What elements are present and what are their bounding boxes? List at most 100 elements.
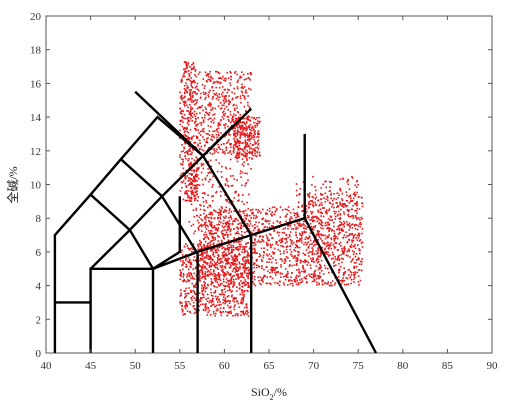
scatter-point [202, 201, 205, 203]
scatter-point [193, 297, 195, 299]
scatter-point [225, 134, 227, 136]
scatter-point [240, 310, 242, 313]
scatter-point [200, 241, 202, 243]
scatter-point [283, 250, 285, 253]
scatter-point [341, 198, 343, 200]
scatter-point [218, 246, 221, 248]
scatter-point [282, 282, 285, 284]
scatter-point [293, 264, 296, 266]
scatter-point [186, 66, 188, 68]
scatter-point [312, 245, 315, 248]
scatter-point [221, 289, 224, 291]
scatter-point [217, 254, 219, 257]
scatter-point [188, 173, 191, 175]
scatter-point [247, 284, 250, 287]
scatter-point [266, 261, 268, 263]
scatter-point [261, 267, 263, 270]
scatter-point [313, 272, 316, 275]
scatter-point [224, 257, 227, 260]
scatter-point [289, 225, 292, 227]
scatter-point [191, 138, 193, 141]
scatter-point [259, 255, 262, 257]
scatter-point [289, 279, 292, 281]
scatter-point [219, 213, 221, 216]
scatter-point [268, 223, 271, 225]
scatter-point [233, 92, 236, 95]
scatter-point [354, 216, 357, 219]
scatter-point [237, 267, 239, 269]
scatter-point [232, 200, 234, 203]
scatter-point [328, 271, 330, 274]
scatter-point [331, 284, 333, 287]
scatter-point [311, 184, 313, 186]
scatter-point [207, 238, 210, 240]
scatter-point [328, 180, 331, 183]
scatter-point [205, 218, 207, 221]
scatter-point [352, 197, 355, 200]
scatter-point [212, 242, 215, 245]
scatter-point [228, 258, 231, 260]
scatter-point [327, 244, 329, 247]
scatter-point [186, 130, 189, 133]
scatter-point [204, 193, 206, 195]
scatter-point [246, 267, 248, 269]
scatter-point [283, 284, 286, 286]
scatter-point [191, 86, 194, 89]
scatter-point [209, 79, 212, 81]
y-tick-label: 2 [36, 314, 42, 326]
scatter-point [194, 86, 197, 89]
scatter-point [243, 248, 245, 250]
scatter-point [226, 254, 229, 256]
scatter-point [202, 91, 205, 94]
scatter-point [361, 228, 364, 230]
scatter-point [247, 77, 249, 79]
scatter-point [215, 312, 217, 315]
scatter-point [256, 136, 258, 138]
scatter-point [311, 228, 314, 230]
scatter-point [179, 102, 181, 104]
scatter-point [244, 290, 246, 292]
scatter-point [253, 138, 256, 141]
scatter-point [248, 140, 251, 142]
scatter-point [302, 220, 305, 223]
scatter-point [285, 268, 287, 270]
scatter-point [211, 236, 213, 238]
scatter-point [224, 302, 226, 305]
scatter-point [247, 259, 250, 262]
scatter-point [200, 245, 203, 248]
scatter-point [244, 141, 247, 143]
scatter-point [201, 163, 204, 166]
scatter-point [358, 208, 361, 210]
scatter-point [194, 284, 197, 287]
scatter-point [209, 255, 212, 257]
scatter-point [212, 239, 215, 241]
scatter-point [295, 277, 298, 280]
scatter-point [316, 258, 318, 260]
scatter-point [304, 261, 306, 264]
scatter-point [192, 91, 195, 93]
scatter-point [313, 261, 315, 264]
scatter-point [248, 150, 251, 153]
scatter-point [260, 247, 263, 250]
scatter-point [221, 257, 223, 260]
scatter-point [195, 75, 197, 78]
scatter-point [209, 152, 211, 154]
scatter-point [202, 163, 205, 166]
scatter-point [188, 179, 191, 182]
scatter-point [311, 251, 314, 253]
scatter-point [216, 251, 218, 254]
scatter-point [244, 264, 246, 266]
scatter-point [295, 257, 297, 260]
scatter-point [241, 127, 244, 130]
scatter-point [252, 144, 254, 146]
scatter-point [227, 221, 229, 223]
scatter-point [260, 212, 262, 214]
scatter-point [206, 257, 208, 259]
scatter-point [210, 265, 212, 268]
scatter-point [196, 158, 199, 160]
scatter-point [254, 124, 256, 127]
scatter-point [190, 290, 193, 293]
scatter-point [190, 71, 192, 74]
scatter-point [233, 121, 236, 124]
scatter-point [283, 232, 285, 234]
